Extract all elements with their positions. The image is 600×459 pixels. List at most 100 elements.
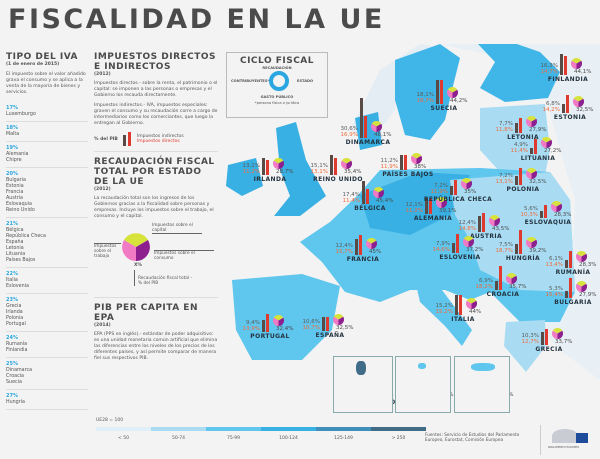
direct-value: 11,2% (242, 169, 260, 175)
country-label: ALEMANIA (413, 215, 453, 222)
cycle-gasto: GASTO PÚBLICO (260, 95, 294, 99)
indirect-bar (515, 244, 518, 254)
cycle-arrows-icon (269, 71, 289, 91)
indirect-bar (262, 319, 265, 332)
indirect-value: 16,3% (540, 63, 558, 69)
country-marker[interactable]: 18,1% 18,7% 44,2% SUECIA (414, 64, 474, 114)
direct-value: 11,9% (380, 164, 398, 170)
revenue-pie (463, 236, 474, 247)
direct-bar (359, 234, 362, 255)
direct-bar (569, 277, 572, 298)
country-marker[interactable]: 10,6% 10,7% 32,5% ESPAÑA (300, 291, 360, 341)
scale-label: 100-124 (279, 436, 298, 441)
revenue-pie (551, 201, 562, 212)
scale-swatch (371, 427, 426, 431)
country-marker[interactable]: 6,1% 13,4% 28,3% RUMANÍA (543, 228, 600, 278)
country-marker[interactable]: 5,3% 15,4% 27,9% BULGARIA (543, 258, 600, 308)
cycle-contribuyentes: CONTRIBUYENTES* (231, 79, 270, 83)
revenue-pie (461, 178, 472, 189)
scale-step: 100-124 (261, 427, 316, 442)
total-value: 38% (414, 164, 427, 170)
vat-rate: 27% (6, 393, 18, 399)
indirect-bar (565, 291, 568, 298)
revenue-pie (466, 298, 477, 309)
total-value: 44% (469, 309, 482, 315)
country-marker[interactable]: 30,6% 16,9% 48,1% DINAMARCA (338, 98, 398, 148)
label-capital: Impuestos sobre el capital (152, 223, 202, 234)
indirect-bar (565, 260, 568, 268)
country-marker[interactable]: 15,2% 15,2% 44% ITALIA (433, 275, 493, 325)
country-marker[interactable]: 7,9% 14,6% 37,2% ESLOVENIA (430, 213, 490, 263)
footer-divider (540, 425, 541, 455)
country-marker[interactable]: 12,4% 14,8% 43,5% AUSTRIA (456, 192, 516, 242)
vat-rate: 23% (6, 297, 18, 303)
vat-country: Irlanda (6, 310, 23, 315)
direct-bar (334, 157, 337, 175)
direct-value: 15,4% (545, 292, 563, 298)
gdp-scale: < 50 50-74 75-99 100-124 125-149 > 250 (96, 427, 426, 442)
total-value: 28,3% (554, 212, 572, 218)
vat-country: Lituania (6, 252, 26, 257)
country-marker[interactable]: 7,2% 11,9% 35% REPÚBLICA CHECA (424, 155, 492, 205)
indirect-bar (455, 295, 458, 315)
vat-country: Dinamarca (6, 368, 33, 373)
vat-rate: 18% (6, 125, 18, 131)
vat-country: Eslovaquia (6, 202, 32, 207)
direct-value: 14,8% (458, 226, 476, 232)
vat-country: Austria (6, 196, 23, 201)
country-marker[interactable]: 4,9% 11,4% 27,2% LITUANIA (508, 114, 568, 164)
direct-bar (519, 167, 522, 185)
luxemburgo-shape (356, 361, 366, 375)
revenue-pie (541, 137, 552, 148)
vat-group: 18% Malta (6, 122, 88, 142)
country-marker[interactable]: 7,7% 11,8% 27,9% LETONIA (493, 93, 553, 143)
country-marker[interactable]: 16,3% 14,7% 44,1% FINLANDIA (538, 35, 598, 85)
cycle-title: CICLO FISCAL (239, 56, 315, 66)
country-marker[interactable]: 11,2% 11,9% 38% PAÍSES BAJOS (378, 130, 438, 180)
revenue-pie (489, 215, 500, 226)
country-marker[interactable]: 17,4% 11,4% 45,4% BÉLGICA (340, 164, 400, 214)
vat-description: El impuesto sobre el valor añadido grava… (6, 72, 86, 95)
country-marker[interactable]: 6,8% 14,2% 32,5% ESTONIA (540, 73, 600, 123)
country-marker[interactable]: 12,1% 11,2% 39,1% ALEMANIA (403, 174, 463, 224)
country-marker[interactable]: 7,2% 13,1% 32,5% POLONIA (493, 145, 553, 195)
chipre-shape (471, 363, 495, 371)
country-label: BULGARIA (554, 299, 592, 306)
country-marker[interactable]: 5,6% 10,3% 28,3% ESLOVAQUIA (518, 178, 578, 228)
vat-list: 17% Luxemburgo 18% Malta 19% Alemania Chipre 20… (6, 102, 88, 410)
country-marker[interactable]: 12,4% 15,7% 45% FRANCIA (333, 215, 393, 265)
indirect-bar (452, 242, 455, 253)
country-marker[interactable]: 7,5% 18,7% 39,2% HUNGRÍA (493, 214, 553, 264)
country-marker[interactable]: 10,3% 12,7% 33,7% GRECIA (519, 305, 579, 355)
vat-country: Reino Unido (6, 208, 35, 213)
direct-bar (534, 139, 537, 154)
total-value: 35% (464, 189, 477, 195)
total-value: 48,1% (374, 132, 392, 138)
indirect-bar (322, 317, 325, 331)
country-marker[interactable]: 15,1% 13,1% 35,4% REINO UNIDO (308, 135, 368, 185)
country-marker[interactable]: 6,9% 18,2% 35,7% CROACIA (473, 250, 533, 300)
country-label: ESPAÑA (315, 332, 345, 339)
indirect-bar (562, 104, 565, 113)
total-value: 44,2% (450, 98, 468, 104)
revenue-pie (552, 328, 563, 339)
direct-bar (266, 160, 269, 175)
indirect-value: 6,1% (549, 256, 563, 262)
vat-country: Bélgica (6, 228, 24, 233)
country-marker[interactable]: 9,4% 13,9% 32,4% PORTUGAL (240, 292, 300, 342)
total-value: 27,2% (544, 148, 562, 154)
vat-country: Letonia (6, 246, 24, 251)
total-value: 44,1% (574, 69, 592, 75)
direct-value: 12,7% (521, 339, 539, 345)
indirect-value: 7,2% (434, 183, 448, 189)
direct-value: 15,7% (335, 249, 353, 255)
total-value: 43,5% (492, 226, 510, 232)
indirect-value: 7,9% (436, 241, 450, 247)
direct-bar (519, 229, 522, 254)
revenue-pie (373, 187, 384, 198)
country-marker[interactable]: 13,1% 11,2% 28,7% IRLANDA (240, 135, 300, 185)
vat-rate: 20% (6, 171, 18, 177)
direct-value: 13,9% (242, 326, 260, 332)
direct-bar (454, 179, 457, 195)
revenue-pie (411, 153, 422, 164)
